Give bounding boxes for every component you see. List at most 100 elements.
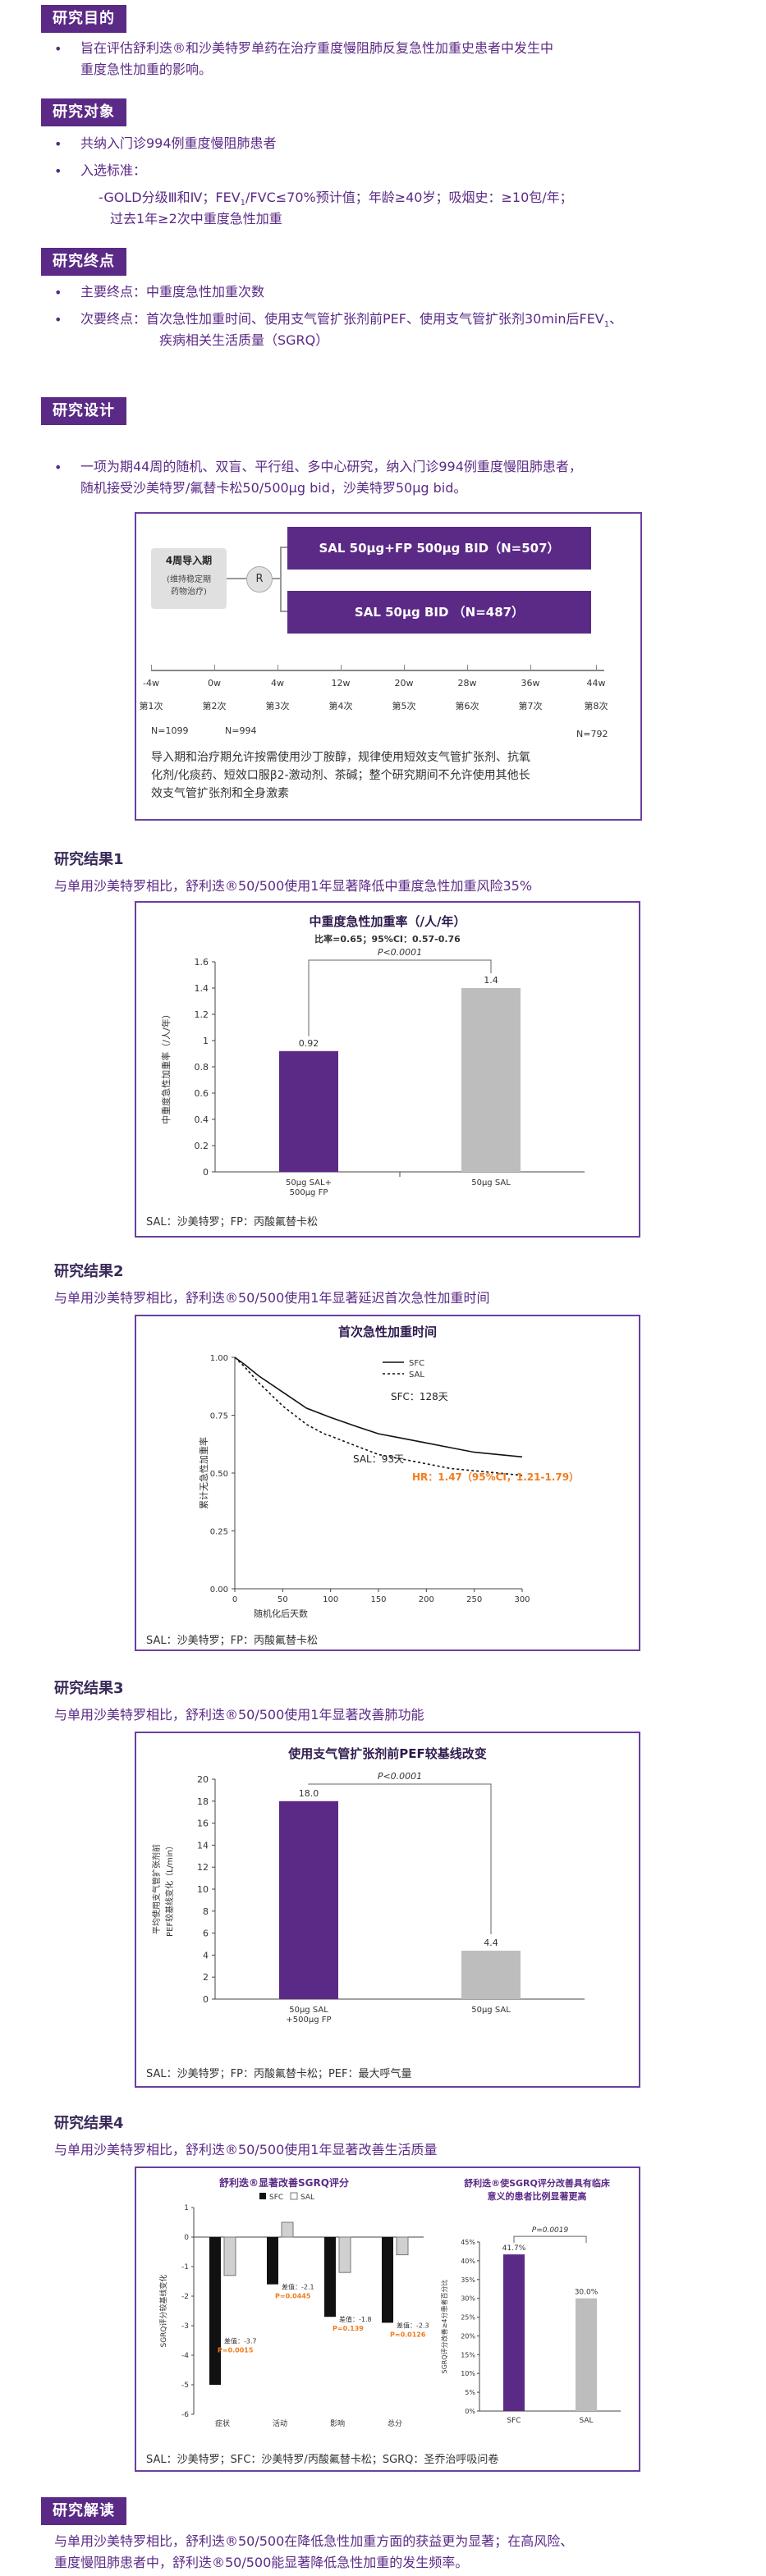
y-tick-label: 20 — [197, 1774, 209, 1785]
category-label: 50μg SAL — [471, 1178, 511, 1187]
series-line-sal — [234, 1357, 523, 1476]
significance-bracket — [308, 959, 492, 1036]
connector-line — [227, 578, 246, 579]
category-label: 50μg SAL — [289, 2006, 328, 2015]
bar-value-label: 0.92 — [299, 1038, 319, 1049]
category-label: SFC — [507, 2417, 521, 2425]
week-label: 4w — [271, 678, 284, 689]
result-3-title: 研究结果3 — [54, 1680, 124, 1697]
y-tick-label: -3 — [181, 2322, 189, 2331]
category-label: 影响 — [330, 2418, 345, 2428]
y-tick-label: -2 — [181, 2293, 189, 2301]
week-label: 0w — [208, 678, 221, 689]
x-tick-label: 300 — [514, 1595, 530, 1604]
y-tick-label: -4 — [181, 2352, 189, 2360]
result-1-chart-box: 中重度急性加重率（/人/年） 比率=0.65；95%CI：0.57-0.76 0… — [135, 901, 640, 1238]
y-tick-label: 0.2 — [195, 1141, 209, 1151]
criteria-line-2: 过去1年≥2次中重度急性加重 — [110, 211, 282, 226]
design-line-1: 一项为期44周的随机、双盲、平行组、多中心研究，纳入门诊994例重度慢阻肺患者， — [80, 459, 582, 474]
subjects-item-2: 入选标准： — [80, 162, 147, 178]
bar — [461, 1951, 521, 1999]
timeline-axis — [151, 670, 604, 671]
section-tag-design: 研究设计 — [41, 397, 126, 425]
y-tick-label: 1.2 — [195, 1009, 209, 1020]
bar-sfc — [324, 2237, 336, 2317]
objective-line-1: 旨在评估舒利迭®和沙美特罗单药在治疗重度慢阻肺反复急性加重史患者中发生中 — [80, 40, 554, 56]
y-tick-label: 1 — [203, 1036, 209, 1046]
timeline-tick — [151, 665, 152, 671]
legend-label-sal: SAL — [300, 2194, 314, 2202]
week-label: 20w — [394, 678, 414, 689]
week-label: 36w — [521, 678, 540, 689]
y-tick-label: 1.00 — [210, 1354, 228, 1363]
n-random-label: N=994 — [225, 725, 257, 736]
connector-line — [281, 611, 287, 612]
difference-label: 差值：-2.1 — [282, 2283, 314, 2291]
result-1-title: 研究结果1 — [54, 851, 124, 868]
randomization-circle: R — [246, 566, 273, 593]
bullet-dot: • — [54, 41, 62, 57]
bar — [461, 988, 521, 1172]
x-tick-label: 250 — [466, 1595, 482, 1604]
y-tick-label: 45% — [461, 2239, 475, 2246]
run-in-sub-2: 药物治疗) — [171, 588, 207, 597]
y-tick-label: 14 — [197, 1840, 209, 1851]
bullet-dot: • — [54, 163, 62, 179]
timeline-tick — [467, 665, 468, 671]
design-note-line-2: 化剂/化痰药、短效口服β2-激动剂、茶碱；整个研究期间不允许使用其他长 — [151, 769, 530, 782]
design-note-line-1: 导入期和治疗期允许按需使用沙丁胺醇，规律使用短效支气管扩张剂、抗氧 — [151, 751, 530, 764]
y-tick-label: 16 — [197, 1819, 209, 1829]
y-tick-label: 1.4 — [195, 983, 209, 994]
category-label: 500μg FP — [290, 1188, 328, 1197]
y-tick-label: 0.50 — [210, 1470, 228, 1479]
y-tick-label: 0.8 — [195, 1062, 209, 1073]
category-label: 活动 — [273, 2418, 287, 2428]
x-tick-label: 200 — [419, 1595, 434, 1604]
n-start-label: N=1099 — [151, 725, 189, 736]
p-value-label: P<0.0001 — [378, 1771, 422, 1782]
y-tick-label: -1 — [181, 2263, 189, 2272]
run-in-sub-1: (维持稳定期 — [167, 575, 211, 584]
pef-bar-chart: 0 2 4 6 8 10 12 14 16 18 20 平均使用支气管扩张剂前 PEF较基线变化（L/m… — [151, 1771, 585, 2025]
p-value-label: P=0.139 — [333, 2325, 364, 2332]
y-tick-label: 6 — [203, 1929, 209, 1939]
chart-title: 首次急性加重时间 — [337, 1325, 437, 1339]
y-tick-label: -6 — [181, 2411, 189, 2419]
significance-bracket — [513, 2235, 587, 2244]
result-3-text: 与单用沙美特罗相比，舒利迭®50/500使用1年显著改善肺功能 — [54, 1707, 424, 1723]
y-axis-label-2: PEF较基线变化（L/min） — [164, 1842, 175, 1937]
design-note-line-3: 效支气管扩张剂和全身激素 — [151, 787, 289, 800]
y-tick-label: 8 — [203, 1906, 209, 1917]
y-tick-label: 0 — [203, 1994, 209, 2005]
y-tick-label: 15% — [461, 2351, 475, 2359]
secondary-endpoint-2: 疾病相关生活质量（SGRQ） — [159, 332, 329, 348]
bar-sfc — [382, 2237, 393, 2323]
chart-subtitle: 比率=0.65；95%CI：0.57-0.76 — [314, 934, 461, 945]
week-label: 12w — [331, 678, 351, 689]
p-value-label: P=0.0015 — [218, 2347, 254, 2354]
chart-caption: SAL：沙美特罗；FP：丙酸氟替卡松；PEF：最大呼气量 — [146, 2068, 412, 2080]
visit-label: 第4次 — [328, 701, 353, 711]
y-tick-label: 4 — [203, 1950, 209, 1961]
y-tick-label: 1 — [184, 2204, 189, 2212]
rate-bar-chart: 0 0.2 0.4 0.6 0.8 1 1.2 1.4 1.6 中重度急性加重率（/人/年） 0.9… — [160, 947, 585, 1197]
y-tick-label: 30% — [461, 2295, 475, 2303]
chart-title: 使用支气管扩张剂前PEF较基线改变 — [288, 1746, 487, 1761]
difference-label: 差值：-1.8 — [339, 2315, 372, 2323]
y-tick-label: 0.6 — [195, 1088, 209, 1099]
y-tick-label: 12 — [197, 1862, 209, 1873]
y-tick-label: 40% — [461, 2258, 475, 2265]
result-4-chart-box: 舒利迭®显著改善SGRQ评分 SFC SAL 1 0 -1 -2 -3 -4 -5 -6 SGRQ评分… — [135, 2166, 640, 2472]
x-tick-label: 100 — [323, 1595, 338, 1604]
secondary-endpoint-1: 次要终点：首次急性加重时间、使用支气管扩张剂前PEF、使用支气管扩张剂30min… — [80, 311, 623, 330]
section-tag-interpretation: 研究解读 — [41, 2497, 126, 2525]
chart-title-line-2: 意义的患者比例显著更高 — [488, 2190, 587, 2202]
y-tick-label: 0.4 — [195, 1114, 209, 1125]
run-in-box: 4周导入期 (维持稳定期 药物治疗) — [151, 548, 227, 609]
week-label: 28w — [457, 678, 477, 689]
y-axis-label: 中重度急性加重率（/人/年） — [160, 1009, 172, 1123]
bullet-dot: • — [54, 312, 62, 327]
category-label: 总分 — [388, 2418, 402, 2428]
arm-1-box: SAL 50μg+FP 500μg BID（N=507） — [287, 527, 591, 570]
legend-label-sfc: SFC — [269, 2194, 283, 2202]
